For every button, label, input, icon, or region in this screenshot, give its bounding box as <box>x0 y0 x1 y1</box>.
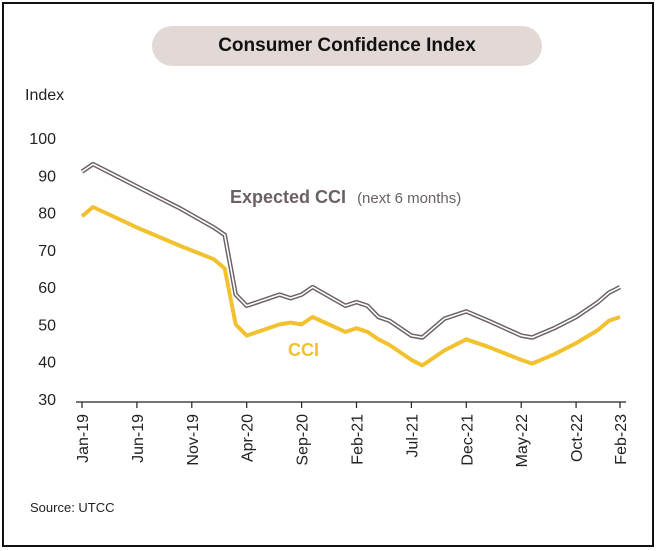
x-tick-label: Sep-20 <box>295 414 312 466</box>
y-tick-label: 90 <box>38 168 56 185</box>
x-axis-ticks: Jan-19 Jun-19 Nov-19 Apr-20 Sep-20 Feb-21 Jul-… <box>75 402 630 467</box>
x-tick-label: Apr-20 <box>240 414 257 462</box>
y-tick-label: 60 <box>38 280 56 297</box>
y-tick-label: 80 <box>38 206 56 223</box>
expected-cci-label-sub: (next 6 months) <box>357 190 461 207</box>
x-tick-label: Jun-19 <box>130 414 147 463</box>
chart-frame <box>2 2 654 547</box>
y-tick-label: 40 <box>38 355 56 372</box>
x-tick-label: Jan-19 <box>75 414 92 463</box>
x-tick-label: Jul-21 <box>404 414 421 458</box>
expected-cci-label-main: Expected CCI <box>230 187 346 207</box>
cci-line <box>80 205 621 368</box>
x-tick-label: Oct-22 <box>569 414 586 462</box>
x-tick-label: May-22 <box>514 414 531 467</box>
expected-cci-line-inner <box>81 163 621 339</box>
y-tick-label: 100 <box>29 131 56 148</box>
y-tick-label: 70 <box>38 243 56 260</box>
series-lines <box>80 161 622 368</box>
expected-cci-label: Expected CCI (next 6 months) <box>230 187 461 207</box>
x-tick-label: Nov-19 <box>185 414 202 466</box>
cci-label: CCI <box>288 340 319 360</box>
y-tick-label: 50 <box>38 317 56 334</box>
x-tick-label: Dec-21 <box>459 414 476 466</box>
x-tick-label: Feb-21 <box>349 414 366 465</box>
x-tick-label: Feb-23 <box>613 414 630 465</box>
y-axis-ticks: 30 40 50 60 70 80 90 100 <box>29 131 56 409</box>
chart-title: Consumer Confidence Index <box>152 26 542 66</box>
y-axis-label: Index <box>25 87 64 104</box>
source-note: Source: UTCC <box>30 500 115 515</box>
y-tick-label: 30 <box>38 392 56 409</box>
